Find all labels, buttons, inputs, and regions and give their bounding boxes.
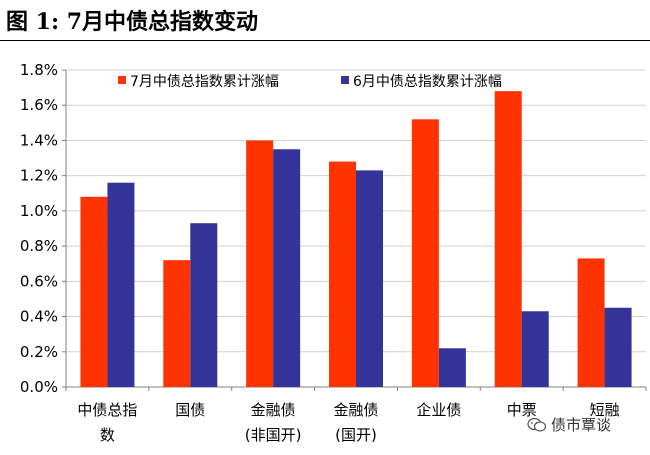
bar xyxy=(604,307,632,387)
y-tick-label: 1.0% xyxy=(20,202,58,220)
bar xyxy=(438,348,466,387)
y-tick-label: 1.8% xyxy=(20,61,58,79)
watermark-text: 债市覃谈 xyxy=(551,416,612,434)
y-tick-label: 1.6% xyxy=(20,96,58,114)
legend-label: 7月中债总指数累计涨幅 xyxy=(130,74,279,90)
x-tick-label: 短融 xyxy=(590,401,620,419)
y-tick-label: 0.8% xyxy=(20,237,58,255)
x-tick-label: 企业债 xyxy=(416,401,461,419)
bar xyxy=(494,91,522,387)
bar xyxy=(190,223,218,387)
x-tick-label: 金融债 xyxy=(251,401,296,419)
x-tick-label: 金融债 xyxy=(333,401,378,419)
figure-title: 图 1: 7月中债总指数变动 xyxy=(6,9,259,35)
bar xyxy=(411,119,439,388)
y-tick-label: 1.4% xyxy=(20,131,58,149)
x-tick-label: 中债总指 xyxy=(77,401,137,419)
legend-label: 6月中债总指数累计涨幅 xyxy=(353,74,502,90)
bar xyxy=(329,161,356,387)
y-tick-label: 0.6% xyxy=(20,272,58,290)
x-tick-label: 数 xyxy=(100,426,115,444)
y-tick-label: 0.4% xyxy=(20,308,58,326)
watermark: 债市覃谈 xyxy=(527,414,611,435)
legend-swatch xyxy=(341,76,349,84)
wechat-icon xyxy=(527,417,547,432)
x-tick-label: (非国开) xyxy=(245,426,302,444)
figure-header: 图 1: 7月中债总指数变动 xyxy=(0,0,650,41)
y-tick-label: 1.2% xyxy=(20,167,58,185)
x-tick-label: 中票 xyxy=(507,401,537,419)
bar xyxy=(246,140,274,387)
bar xyxy=(163,260,191,387)
legend-swatch xyxy=(118,76,126,84)
bar xyxy=(577,258,605,387)
bar xyxy=(356,170,383,387)
bar xyxy=(273,149,301,387)
y-tick-label: 0.0% xyxy=(20,378,58,396)
x-tick-label: 国债 xyxy=(175,401,205,419)
y-tick-label: 0.2% xyxy=(20,343,58,361)
bar xyxy=(80,196,108,387)
bar xyxy=(521,311,549,387)
x-tick-label: (国开) xyxy=(335,426,377,444)
bar xyxy=(107,182,135,387)
